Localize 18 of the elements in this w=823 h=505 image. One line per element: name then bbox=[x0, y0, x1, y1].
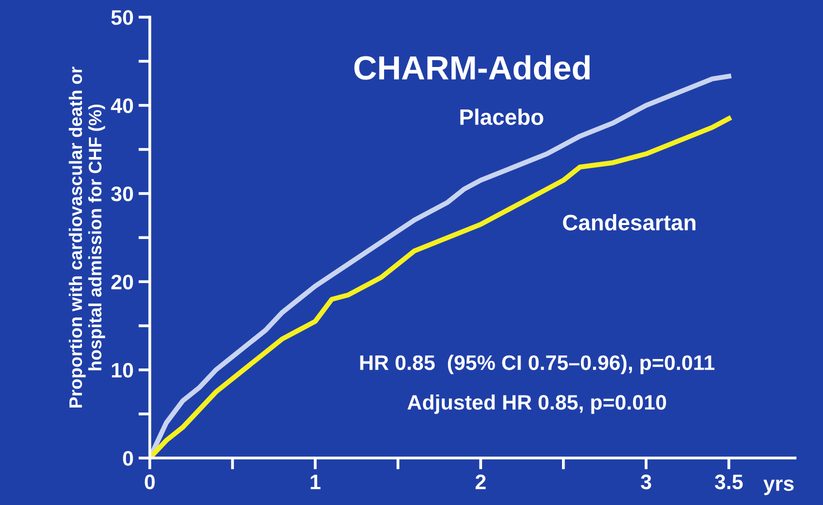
x-tick-label: 0 bbox=[144, 474, 155, 490]
annotation: HR 0.85 (95% CI 0.75–0.96), p=0.011 bbox=[360, 354, 714, 374]
y-tick-label: 40 bbox=[110, 98, 133, 114]
text: CHARM-Added bbox=[354, 55, 590, 80]
x-tick-label: 1 bbox=[310, 474, 320, 490]
series-label: Placebo bbox=[460, 108, 544, 125]
series-label: Candesartan bbox=[563, 214, 696, 230]
y-tick-label: 10 bbox=[112, 362, 133, 378]
y-tick-label: 20 bbox=[111, 274, 133, 290]
y-tick-label: 0 bbox=[123, 451, 133, 466]
x-tick-label: 3.5 bbox=[714, 474, 743, 490]
x-tick-label: 2 bbox=[476, 474, 486, 490]
y-tick-label: 50 bbox=[111, 10, 133, 25]
annotation: Adjusted HR 0.85, p=0.010 bbox=[407, 394, 666, 414]
x-tick-label: 3 bbox=[640, 474, 652, 490]
x-axis-title: yrs bbox=[763, 480, 794, 496]
y-tick-label: 30 bbox=[111, 186, 133, 202]
y-axis-title: Proportion with cardiovascular death or hospital admission for CHF (%) bbox=[68, 66, 106, 408]
